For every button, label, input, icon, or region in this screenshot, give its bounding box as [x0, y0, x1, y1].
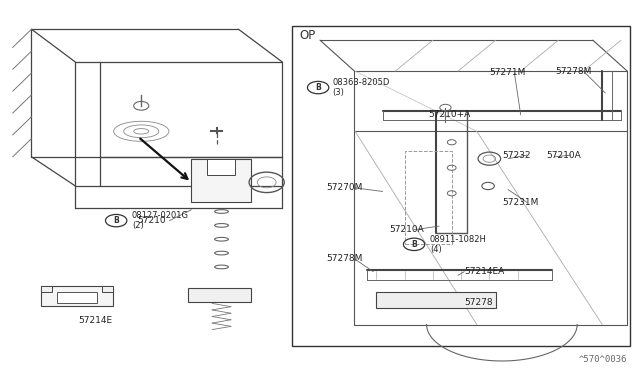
- Text: B: B: [113, 216, 119, 225]
- Text: 57210: 57210: [138, 216, 166, 225]
- Text: 57278: 57278: [464, 298, 493, 307]
- Bar: [191, 159, 251, 202]
- Text: 08363-8205D
(3): 08363-8205D (3): [333, 78, 390, 97]
- Bar: [41, 286, 52, 292]
- Text: 57210A: 57210A: [546, 151, 580, 160]
- Text: ^570^0036: ^570^0036: [579, 355, 627, 364]
- Bar: [102, 286, 113, 292]
- Bar: [292, 26, 630, 346]
- Bar: [376, 292, 495, 308]
- Text: 57210A: 57210A: [389, 225, 424, 234]
- Bar: [207, 159, 236, 175]
- Text: 57231M: 57231M: [502, 198, 538, 207]
- Text: 57232: 57232: [502, 151, 531, 160]
- Text: 57278M: 57278M: [556, 67, 591, 76]
- Text: 57270M: 57270M: [326, 183, 363, 192]
- Text: 08911-1082H
(4): 08911-1082H (4): [430, 235, 486, 254]
- Text: 57278M: 57278M: [326, 254, 363, 263]
- Text: 57271M: 57271M: [490, 68, 525, 77]
- Text: 57214EA: 57214EA: [464, 267, 504, 276]
- Bar: [41, 286, 113, 306]
- Text: 08127-0201G
(2): 08127-0201G (2): [132, 211, 189, 230]
- Text: OP: OP: [300, 29, 316, 42]
- Text: 57214E: 57214E: [79, 317, 113, 326]
- Text: 57210+A: 57210+A: [428, 110, 470, 119]
- Text: B: B: [412, 240, 417, 249]
- Bar: [188, 288, 251, 302]
- Bar: [404, 151, 452, 244]
- Text: B: B: [316, 83, 321, 92]
- Bar: [56, 292, 97, 304]
